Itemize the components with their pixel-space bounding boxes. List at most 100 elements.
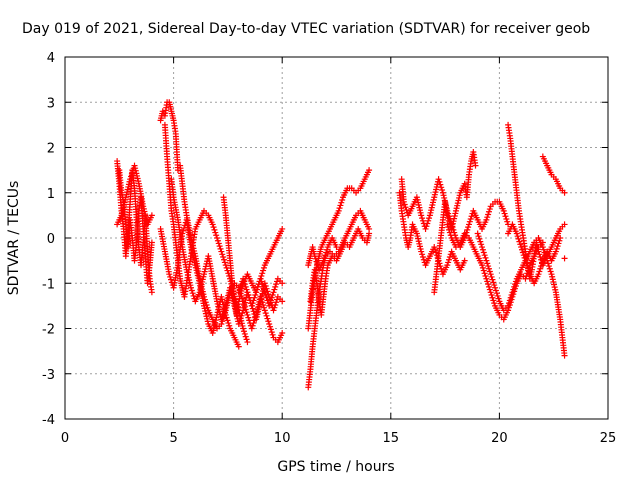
- data-point: [263, 285, 270, 292]
- data-point: [338, 199, 345, 206]
- data-point: [335, 207, 342, 214]
- data-point: [487, 289, 494, 296]
- data-point: [203, 301, 210, 308]
- data-point: [258, 278, 265, 285]
- data-point: [201, 293, 208, 300]
- data-point: [322, 252, 329, 259]
- data-point: [446, 229, 453, 236]
- data-point: [240, 328, 247, 335]
- data-point: [535, 271, 542, 278]
- grid: [65, 57, 608, 419]
- data-point: [513, 230, 520, 237]
- data-point: [501, 210, 508, 217]
- data-point: [209, 221, 216, 228]
- data-point: [218, 248, 225, 255]
- data-point: [220, 256, 227, 263]
- data-point: [314, 261, 321, 268]
- data-point: [260, 304, 267, 311]
- data-point: [425, 217, 432, 224]
- data-point: [561, 352, 568, 359]
- data-point: [478, 241, 485, 248]
- data-point: [512, 278, 519, 285]
- data-point: [486, 286, 493, 293]
- data-point: [336, 205, 343, 212]
- data-point: [260, 264, 267, 271]
- data-point: [249, 300, 256, 307]
- data-point: [244, 339, 251, 346]
- data-point: [446, 254, 453, 261]
- y-tick-label: -4: [42, 413, 55, 428]
- data-point: [479, 264, 486, 271]
- data-point: [217, 245, 224, 252]
- data-point: [264, 315, 271, 322]
- data-point: [445, 215, 452, 222]
- y-tick-label: -2: [42, 323, 55, 338]
- data-point: [337, 202, 344, 209]
- data-point: [437, 181, 444, 188]
- data-point: [491, 282, 498, 289]
- data-point: [495, 295, 502, 302]
- data-point: [366, 167, 373, 174]
- data-point: [493, 290, 500, 297]
- data-point: [240, 325, 247, 332]
- data-point: [504, 218, 511, 225]
- data-point: [491, 300, 498, 307]
- data-point: [505, 300, 512, 307]
- data-point: [525, 268, 532, 275]
- data-point: [272, 301, 279, 308]
- x-tick-label: 20: [491, 431, 508, 446]
- data-point: [312, 255, 319, 262]
- data-point: [235, 289, 242, 296]
- data-point: [257, 293, 264, 300]
- data-point: [518, 246, 525, 253]
- data-point: [220, 312, 227, 319]
- data-point: [167, 273, 174, 280]
- data-point: [251, 294, 258, 301]
- data-point: [248, 325, 255, 332]
- data-point: [492, 284, 499, 291]
- data-point: [538, 260, 545, 267]
- y-tick-label: -3: [42, 368, 55, 383]
- data-point: [419, 254, 426, 261]
- data-point: [481, 252, 488, 259]
- data-point: [246, 294, 253, 301]
- data-point: [166, 271, 173, 278]
- data-point: [447, 232, 454, 239]
- data-point: [269, 292, 276, 299]
- data-point: [279, 330, 286, 337]
- data-point: [435, 176, 442, 183]
- data-point: [339, 196, 346, 203]
- data-point: [313, 258, 320, 265]
- data-point: [260, 283, 267, 290]
- data-point: [479, 262, 486, 269]
- data-point: [482, 254, 489, 261]
- data-point: [432, 246, 439, 253]
- data-point: [260, 301, 267, 308]
- data-point: [148, 239, 155, 246]
- data-point: [481, 270, 488, 277]
- data-point: [242, 306, 249, 313]
- data-point: [488, 292, 495, 299]
- data-point: [262, 292, 269, 299]
- data-point: [238, 312, 245, 319]
- data-point: [509, 289, 516, 296]
- data-point: [219, 318, 226, 325]
- data-point: [273, 299, 280, 306]
- x-tick-label: 10: [274, 431, 291, 446]
- data-point: [279, 280, 286, 287]
- data-point: [244, 311, 251, 318]
- data-point: [270, 307, 277, 314]
- data-point: [512, 281, 519, 288]
- data-point: [490, 279, 497, 286]
- data-point: [479, 244, 486, 251]
- data-point: [167, 276, 174, 283]
- data-point: [547, 268, 554, 275]
- data-point: [466, 218, 473, 225]
- data-point: [555, 240, 562, 247]
- data-point: [538, 263, 545, 270]
- data-point: [420, 256, 427, 263]
- data-point: [264, 288, 271, 295]
- data-point: [483, 275, 490, 282]
- x-tick-label: 15: [383, 431, 400, 446]
